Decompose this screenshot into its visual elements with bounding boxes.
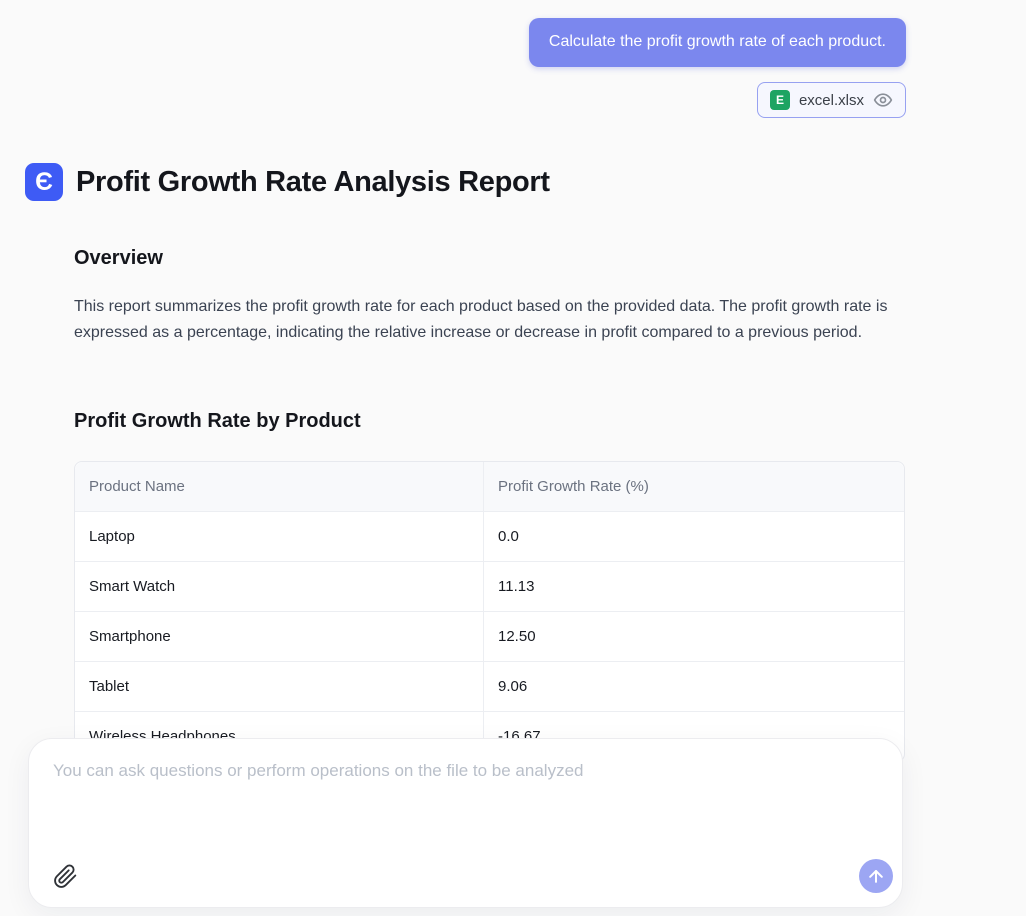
page-title: Profit Growth Rate Analysis Report: [76, 165, 550, 198]
file-attachment-chip[interactable]: E excel.xlsx: [756, 82, 906, 118]
arrow-up-icon: [866, 866, 886, 886]
cell-product-name: Smart Watch: [75, 561, 484, 611]
report-header: Є Profit Growth Rate Analysis Report: [25, 163, 550, 201]
table-section-heading: Profit Growth Rate by Product: [74, 410, 361, 432]
cell-growth-rate: 0.0: [484, 511, 904, 561]
profit-growth-table: Product Name Profit Growth Rate (%) Lapt…: [74, 461, 905, 762]
user-message-bubble: Calculate the profit growth rate of each…: [528, 18, 906, 67]
table-row: Tablet 9.06: [75, 661, 904, 711]
table-row: Smartphone 12.50: [75, 611, 904, 661]
paperclip-icon: [53, 864, 78, 889]
cell-product-name: Smartphone: [75, 611, 484, 661]
column-header-product-name: Product Name: [75, 462, 484, 511]
attachment-filename: excel.xlsx: [798, 91, 864, 109]
overview-heading: Overview: [74, 247, 163, 269]
chat-composer: [28, 738, 903, 908]
cell-product-name: Laptop: [75, 511, 484, 561]
column-header-growth-rate: Profit Growth Rate (%): [484, 462, 904, 511]
composer-toolbar: [29, 859, 902, 907]
chat-input[interactable]: [29, 739, 902, 859]
attach-file-button[interactable]: [51, 862, 80, 891]
eye-icon[interactable]: [873, 90, 893, 110]
excel-file-icon: E: [769, 90, 790, 110]
cell-growth-rate: 11.13: [484, 561, 904, 611]
table-header-row: Product Name Profit Growth Rate (%): [75, 462, 904, 511]
table-row: Laptop 0.0: [75, 511, 904, 561]
cell-product-name: Tablet: [75, 661, 484, 711]
report-logo-icon: Є: [25, 163, 63, 201]
cell-growth-rate: 12.50: [484, 611, 904, 661]
cell-growth-rate: 9.06: [484, 661, 904, 711]
overview-paragraph: This report summarizes the profit growth…: [74, 298, 888, 341]
table-row: Smart Watch 11.13: [75, 561, 904, 611]
send-button[interactable]: [859, 859, 893, 893]
